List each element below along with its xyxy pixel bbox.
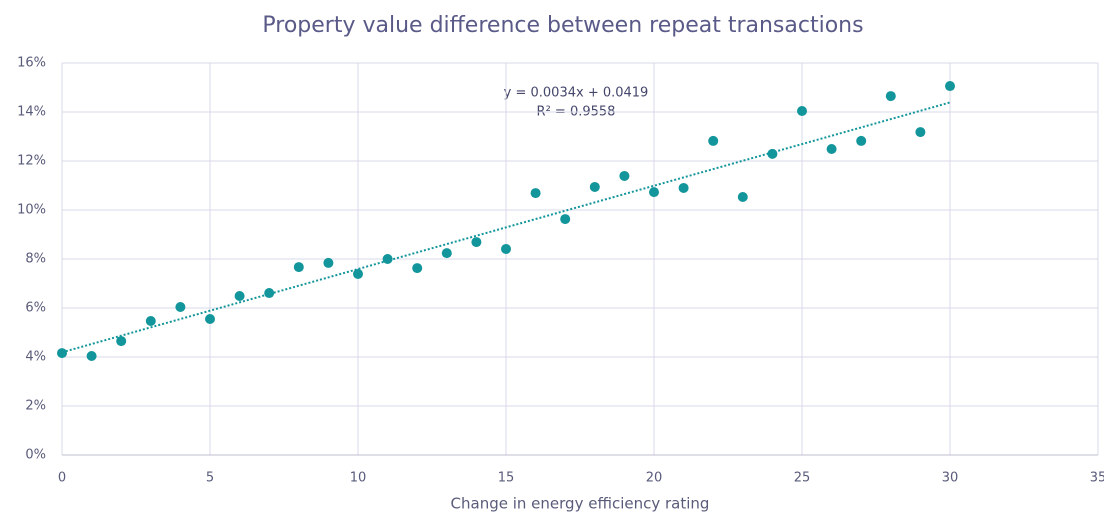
- point: [293, 262, 304, 273]
- point: [945, 81, 955, 92]
- point: [708, 135, 719, 146]
- point: [412, 263, 423, 274]
- x-axis-label: Change in energy efficiency rating: [451, 495, 710, 513]
- y-tick-label: 6%: [25, 301, 46, 316]
- x-tick-label: 10: [350, 471, 367, 486]
- point: [619, 170, 630, 181]
- x-tick-label: 20: [646, 471, 663, 486]
- y-tick-label: 10%: [17, 203, 46, 218]
- point: [530, 188, 541, 199]
- x-tick-label: 0: [58, 471, 66, 486]
- point: [145, 315, 156, 326]
- point: [915, 127, 926, 138]
- x-tick-label: 30: [942, 471, 959, 486]
- y-tick-label: 12%: [17, 154, 46, 169]
- point: [856, 135, 867, 146]
- point: [589, 181, 600, 192]
- x-tick-label: 15: [498, 471, 515, 486]
- point: [767, 148, 778, 159]
- point: [441, 248, 452, 259]
- point: [323, 257, 334, 268]
- x-tick-label: 35: [1090, 471, 1104, 486]
- point: [797, 106, 807, 117]
- y-tick-label: 16%: [17, 56, 46, 71]
- point: [175, 302, 186, 313]
- y-tick-label: 0%: [25, 448, 46, 463]
- trendline: [61, 101, 951, 354]
- y-tick-label: 4%: [25, 350, 46, 365]
- y-tick-label: 2%: [25, 399, 46, 414]
- point: [264, 288, 275, 299]
- chart-title: Property value difference between repeat…: [262, 13, 863, 38]
- trend-equation: y = 0.0034x + 0.0419: [504, 86, 649, 101]
- point: [501, 243, 511, 254]
- x-tick-label: 25: [794, 471, 811, 486]
- point: [471, 237, 482, 248]
- point: [678, 182, 689, 193]
- point: [649, 187, 659, 198]
- point: [234, 290, 245, 301]
- x-tick-label: 5: [206, 471, 214, 486]
- point: [737, 192, 748, 203]
- y-tick-label: 8%: [25, 252, 46, 267]
- y-tick-label: 14%: [17, 105, 46, 120]
- point: [57, 348, 67, 359]
- point: [116, 336, 127, 347]
- point: [86, 351, 97, 362]
- point: [205, 314, 215, 325]
- point: [382, 254, 393, 264]
- point: [560, 214, 571, 225]
- point: [353, 268, 363, 279]
- point: [826, 143, 837, 154]
- point: [885, 91, 896, 102]
